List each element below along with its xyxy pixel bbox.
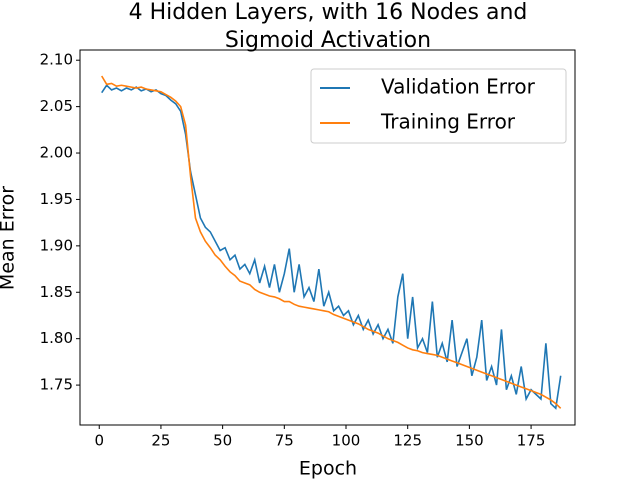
y-axis-label: Mean Error <box>0 186 19 290</box>
x-axis-label: Epoch <box>299 458 357 480</box>
line-series <box>101 84 562 410</box>
y-tick-label: 2.05 <box>40 97 73 115</box>
chart-title: Sigmoid Activation <box>225 28 431 53</box>
line-series <box>101 75 562 409</box>
legend-box <box>310 68 567 144</box>
chart-title: 4 Hidden Layers, with 16 Nodes and <box>129 0 528 25</box>
x-tick-label: 150 <box>455 432 484 450</box>
y-tick-label: 1.95 <box>40 190 73 208</box>
x-tick-label: 75 <box>275 432 294 450</box>
legend-label: Training Error <box>380 110 516 134</box>
x-tick-label: 125 <box>393 432 422 450</box>
x-tick-label: 100 <box>332 432 361 450</box>
y-tick-label: 2.10 <box>40 51 73 69</box>
x-tick-label: 50 <box>213 432 232 450</box>
y-tick-label: 2.00 <box>40 144 73 162</box>
x-tick-label: 25 <box>151 432 170 450</box>
y-tick-label: 1.85 <box>40 283 73 301</box>
x-tick-label: 0 <box>94 432 104 450</box>
legend-label: Validation Error <box>381 75 536 99</box>
y-tick-label: 1.75 <box>40 376 73 394</box>
y-tick-label: 1.90 <box>40 236 73 254</box>
x-tick-label: 175 <box>517 432 546 450</box>
plot-frame <box>79 49 576 426</box>
y-tick-label: 1.80 <box>40 329 73 347</box>
